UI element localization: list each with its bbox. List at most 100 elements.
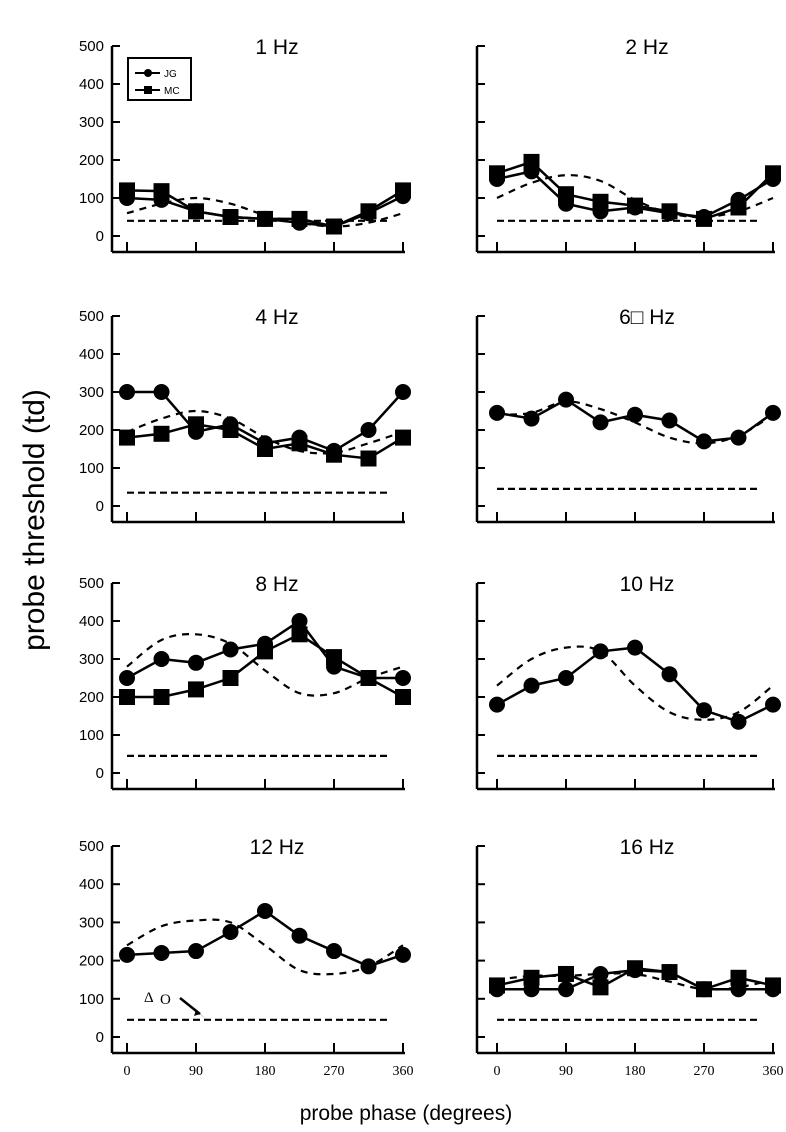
model-dashed-curve xyxy=(496,645,774,721)
y-tick-label: 100 xyxy=(79,190,104,207)
data-point-mc xyxy=(558,186,574,203)
x-tick-label: 360 xyxy=(393,1064,414,1079)
data-point-jg xyxy=(765,404,781,421)
model-dashed-curve xyxy=(126,918,404,976)
y-tick-label: 0 xyxy=(96,228,104,245)
data-point-jg xyxy=(291,927,308,944)
data-point-jg xyxy=(730,429,747,446)
panel-8: 0 90 180 270 360 16 Hz xyxy=(475,836,784,1079)
y-tick-label: 500 xyxy=(79,38,104,55)
data-point-mc xyxy=(119,689,135,705)
y-tick-label: 100 xyxy=(79,460,104,477)
y-tick-label: 400 xyxy=(79,613,104,630)
data-point-jg xyxy=(696,702,712,719)
data-point-mc xyxy=(765,165,781,182)
x-axis-label: probe phase (degrees) xyxy=(300,1102,512,1125)
y-tick-label: 500 xyxy=(79,575,104,592)
data-point-jg xyxy=(592,643,609,660)
data-point-jg xyxy=(119,946,135,963)
data-point-mc xyxy=(661,964,678,981)
panel-5: 0 100 200 300 400 500 8 Hz xyxy=(79,573,411,791)
data-point-jg xyxy=(523,677,540,694)
x-tick-label: 90 xyxy=(559,1064,573,1079)
data-point-mc xyxy=(592,979,609,996)
data-point-mc xyxy=(627,197,643,214)
data-point-jg xyxy=(395,384,411,400)
panel-title: 1 Hz xyxy=(255,36,298,59)
data-point-jg xyxy=(627,639,643,656)
data-point-mc xyxy=(257,643,273,660)
x-tick-label: 0 xyxy=(124,1064,131,1079)
y-tick-label: 300 xyxy=(79,384,104,401)
data-point-mc xyxy=(153,425,170,442)
model-dashed-curve xyxy=(126,633,404,697)
y-tick-label: 0 xyxy=(96,498,104,515)
data-point-mc xyxy=(360,203,377,220)
data-point-mc xyxy=(696,210,712,227)
data-point-jg xyxy=(326,943,342,960)
x-tick-label: 180 xyxy=(255,1064,276,1079)
data-point-mc xyxy=(291,626,308,643)
y-tick-label: 200 xyxy=(79,689,104,706)
y-tick-label: 300 xyxy=(79,114,104,131)
y-tick-label: 500 xyxy=(79,838,104,855)
data-point-jg xyxy=(661,666,678,683)
data-point-jg xyxy=(592,414,609,431)
data-point-mc xyxy=(558,965,574,982)
y-tick-label: 100 xyxy=(79,991,104,1008)
legend-label: JG xyxy=(164,69,177,80)
data-point-mc xyxy=(222,209,239,225)
x-tick-label: 180 xyxy=(625,1064,646,1079)
data-point-mc xyxy=(291,210,308,227)
annotation-arrowhead-icon xyxy=(194,1010,208,1021)
x-tick-label: 90 xyxy=(189,1064,203,1079)
data-point-mc xyxy=(696,981,712,998)
y-tick-label: 400 xyxy=(79,76,104,93)
data-point-jg xyxy=(360,422,377,438)
panel-1: 0 100 200 300 400 500 1 Hz JG MC xyxy=(79,36,411,254)
data-point-jg xyxy=(188,943,204,960)
y-axis-label: probe threshold (td) xyxy=(18,389,51,651)
data-point-mc xyxy=(523,969,540,986)
data-point-mc xyxy=(523,153,540,170)
data-point-mc xyxy=(489,165,505,182)
panel-title: 4 Hz xyxy=(255,306,298,329)
data-point-jg xyxy=(489,696,505,713)
x-tick-label: 0 xyxy=(494,1064,501,1079)
data-point-jg xyxy=(730,713,747,730)
y-tick-label: 200 xyxy=(79,422,104,439)
data-point-mc xyxy=(119,429,135,446)
y-tick-label: 0 xyxy=(96,765,104,782)
data-point-mc xyxy=(326,218,342,235)
legend-square-icon xyxy=(144,86,152,94)
y-tick-label: 400 xyxy=(79,876,104,893)
y-tick-label: 500 xyxy=(79,308,104,325)
data-point-jg xyxy=(360,958,377,975)
data-point-mc xyxy=(153,183,170,200)
data-point-jg xyxy=(558,981,574,998)
data-point-mc xyxy=(153,689,170,705)
data-point-jg xyxy=(119,670,135,686)
data-point-mc xyxy=(360,450,377,467)
panel-title: 12 Hz xyxy=(250,836,305,859)
data-point-mc xyxy=(188,203,204,220)
panel-6: 10 Hz xyxy=(475,573,781,791)
y-tick-label: 200 xyxy=(79,953,104,970)
data-point-jg xyxy=(395,670,411,686)
data-point-mc xyxy=(257,441,273,457)
data-point-jg xyxy=(257,902,273,919)
data-point-mc xyxy=(395,429,411,446)
data-point-mc xyxy=(360,670,377,686)
legend-label: MC xyxy=(164,86,180,97)
data-point-jg xyxy=(153,944,170,961)
panel-title: 8 Hz xyxy=(255,573,298,596)
data-point-jg xyxy=(627,406,643,423)
panel-title: 16 Hz xyxy=(620,836,675,859)
legend-box xyxy=(127,57,192,101)
panels-container: 0 100 200 300 400 500 1 Hz JG MC 2 Hz 0 100 200 300 40… xyxy=(79,36,784,1079)
data-point-mc xyxy=(326,446,342,463)
panel-4: 6□ Hz xyxy=(475,306,781,524)
data-point-mc xyxy=(395,689,411,705)
data-point-mc xyxy=(188,416,204,433)
